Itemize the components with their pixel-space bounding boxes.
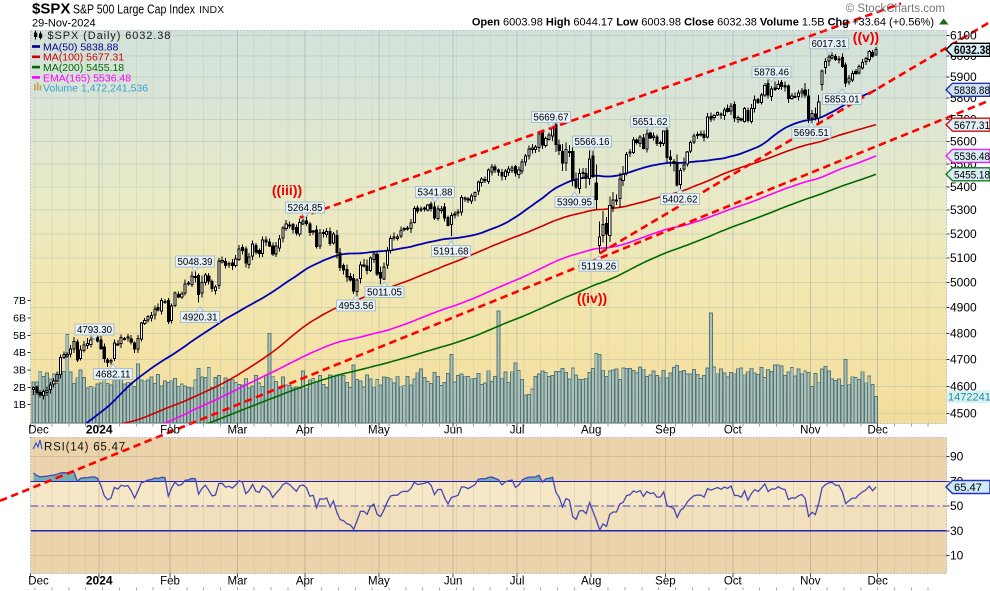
svg-text:5390.95: 5390.95 xyxy=(557,198,592,209)
svg-text:$SPX (Daily) 6032.38: $SPX (Daily) 6032.38 xyxy=(48,30,172,42)
svg-text:65.47: 65.47 xyxy=(954,482,982,494)
svg-text:$SPX: $SPX xyxy=(32,1,70,18)
svg-text:4500: 4500 xyxy=(950,407,977,421)
svg-text:Mar: Mar xyxy=(227,425,247,437)
svg-text:EMA(165) 5536.48: EMA(165) 5536.48 xyxy=(43,72,131,84)
svg-text:90: 90 xyxy=(950,450,964,464)
svg-text:Sep: Sep xyxy=(655,576,675,588)
svg-text:5669.67: 5669.67 xyxy=(534,113,569,124)
svg-text:RSI(14) 65.47: RSI(14) 65.47 xyxy=(44,442,126,454)
svg-text:5600: 5600 xyxy=(950,135,977,149)
svg-text:Jun: Jun xyxy=(444,425,463,437)
svg-text:4953.56: 4953.56 xyxy=(339,301,374,312)
svg-text:Nov: Nov xyxy=(800,576,821,588)
svg-text:5677.31: 5677.31 xyxy=(954,120,990,132)
svg-text:Sep: Sep xyxy=(655,425,675,437)
svg-text:Nov: Nov xyxy=(800,425,821,437)
svg-text:5200: 5200 xyxy=(950,227,977,241)
svg-text:5455.18: 5455.18 xyxy=(954,170,990,182)
svg-text:Jun: Jun xyxy=(444,576,463,588)
svg-text:1B: 1B xyxy=(13,399,26,411)
svg-text:INDX: INDX xyxy=(199,4,224,16)
svg-text:30: 30 xyxy=(950,524,964,538)
svg-text:((v)): ((v)) xyxy=(853,29,879,45)
svg-text:5000: 5000 xyxy=(950,276,977,290)
svg-text:5900: 5900 xyxy=(950,70,977,84)
svg-text:1472241: 1472241 xyxy=(948,392,990,404)
svg-text:6017.31: 6017.31 xyxy=(812,39,847,50)
svg-text:MA(50) 5838.88: MA(50) 5838.88 xyxy=(43,41,118,53)
svg-text:5402.62: 5402.62 xyxy=(663,195,698,206)
svg-text:2024: 2024 xyxy=(86,574,113,588)
svg-text:3B: 3B xyxy=(13,365,26,377)
svg-text:May: May xyxy=(368,425,390,437)
svg-text:10: 10 xyxy=(950,549,964,563)
svg-text:MA(100) 5677.31: MA(100) 5677.31 xyxy=(43,52,124,64)
svg-text:4600: 4600 xyxy=(950,379,977,393)
svg-text:5119.26: 5119.26 xyxy=(581,261,616,272)
svg-text:((iv)): ((iv)) xyxy=(577,290,607,306)
svg-text:Dec: Dec xyxy=(867,576,888,588)
svg-text:Jul: Jul xyxy=(510,425,525,437)
svg-text:5651.62: 5651.62 xyxy=(633,117,668,128)
svg-text:5191.68: 5191.68 xyxy=(434,247,469,258)
svg-text:Dec: Dec xyxy=(28,576,49,588)
svg-text:Apr: Apr xyxy=(296,576,314,588)
svg-text:29-Nov-2024: 29-Nov-2024 xyxy=(32,18,96,30)
svg-text:Aug: Aug xyxy=(581,576,601,588)
svg-text:May: May xyxy=(368,576,390,588)
svg-text:4700: 4700 xyxy=(950,353,977,367)
svg-text:6100: 6100 xyxy=(950,28,977,42)
svg-text:5300: 5300 xyxy=(950,203,977,217)
svg-text:Aug: Aug xyxy=(581,425,601,437)
svg-text:Dec: Dec xyxy=(867,425,888,437)
svg-text:5696.51: 5696.51 xyxy=(794,128,829,139)
svg-text:4682.11: 4682.11 xyxy=(96,370,131,381)
svg-text:Volume 1,472,241,536: Volume 1,472,241,536 xyxy=(43,83,148,95)
svg-text:4793.30: 4793.30 xyxy=(77,325,112,336)
svg-text:4800: 4800 xyxy=(950,326,977,340)
svg-text:5048.39: 5048.39 xyxy=(178,257,213,268)
svg-text:((iii)): ((iii)) xyxy=(272,182,302,198)
svg-text:5341.88: 5341.88 xyxy=(418,188,453,199)
svg-text:Apr: Apr xyxy=(296,425,314,437)
svg-text:5878.46: 5878.46 xyxy=(754,68,789,79)
svg-text:© StockCharts.com: © StockCharts.com xyxy=(846,3,945,15)
svg-text:2024: 2024 xyxy=(86,423,113,437)
svg-text:Jul: Jul xyxy=(510,576,525,588)
svg-text:6B: 6B xyxy=(13,313,26,325)
svg-text:Mar: Mar xyxy=(227,576,247,588)
svg-text:4900: 4900 xyxy=(950,301,977,315)
svg-text:4B: 4B xyxy=(13,347,26,359)
svg-text:Open 6003.98 High 6044.17 Lo: Open 6003.98 High 6044.17 Low 6003.98 Cl… xyxy=(472,17,934,29)
svg-text:Dec: Dec xyxy=(28,425,49,437)
svg-text:4920.31: 4920.31 xyxy=(183,313,218,324)
svg-text:5853.01: 5853.01 xyxy=(825,95,860,106)
svg-text:5400: 5400 xyxy=(950,180,977,194)
svg-text:5264.85: 5264.85 xyxy=(288,203,323,214)
svg-text:5100: 5100 xyxy=(950,251,977,265)
svg-text:5536.48: 5536.48 xyxy=(954,151,990,163)
svg-text:5011.05: 5011.05 xyxy=(367,288,402,299)
svg-text:5838.88: 5838.88 xyxy=(954,85,990,97)
svg-text:7B: 7B xyxy=(13,295,26,307)
svg-text:Feb: Feb xyxy=(160,576,180,588)
svg-text:S&P 500 Large Cap Index: S&P 500 Large Cap Index xyxy=(73,3,196,17)
svg-text:50: 50 xyxy=(950,499,964,513)
svg-text:Oct: Oct xyxy=(724,576,743,588)
svg-text:Feb: Feb xyxy=(160,425,180,437)
svg-text:Oct: Oct xyxy=(724,425,743,437)
svg-text:5B: 5B xyxy=(13,330,26,342)
svg-text:5566.16: 5566.16 xyxy=(575,137,610,148)
svg-text:MA(200) 5455.18: MA(200) 5455.18 xyxy=(43,62,124,74)
svg-text:6032.38: 6032.38 xyxy=(954,43,990,57)
svg-text:2B: 2B xyxy=(13,382,26,394)
